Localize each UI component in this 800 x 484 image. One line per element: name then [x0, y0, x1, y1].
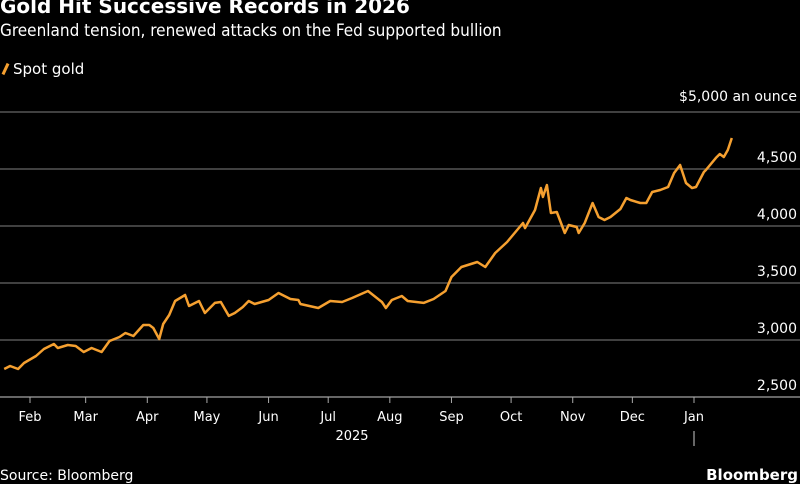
bloomberg-logo: Bloomberg	[706, 466, 798, 484]
y-tick-label: 2,500	[757, 378, 797, 394]
x-tick-label-may: May	[193, 410, 220, 425]
y-tick-label: 4,500	[757, 150, 797, 166]
y-tick-label: 4,000	[757, 207, 797, 223]
y-tick-label: 3,500	[757, 264, 797, 280]
x-tick-label-dec: Dec	[620, 410, 645, 425]
series-line-spot-gold	[3, 137, 733, 371]
chart-subtitle: Greenland tension, renewed attacks on th…	[0, 21, 502, 41]
x-tick-label-feb: Feb	[18, 410, 41, 425]
x-tick-label-oct: Oct	[500, 410, 522, 425]
legend: Spot gold	[0, 60, 84, 78]
legend-label-spot-gold: Spot gold	[13, 60, 85, 78]
x-year-label: 2025	[335, 429, 368, 444]
x-tick-label-apr: Apr	[136, 410, 159, 425]
chart-title: Gold Hit Successive Records in 2026	[0, 0, 410, 18]
x-tick-label-jan: Jan	[683, 410, 704, 425]
x-tick-label-mar: Mar	[73, 410, 98, 425]
x-tick-label-nov: Nov	[560, 410, 586, 425]
y-axis-unit-label: $5,000 an ounce	[679, 89, 797, 105]
x-tick-label-jul: Jul	[319, 410, 336, 425]
x-tick-label-jun: Jun	[257, 410, 278, 425]
y-tick-label: 3,000	[757, 321, 797, 337]
x-tick-label-sep: Sep	[439, 410, 464, 425]
source-note: Source: Bloomberg	[0, 468, 134, 484]
x-tick-label-aug: Aug	[377, 410, 402, 425]
